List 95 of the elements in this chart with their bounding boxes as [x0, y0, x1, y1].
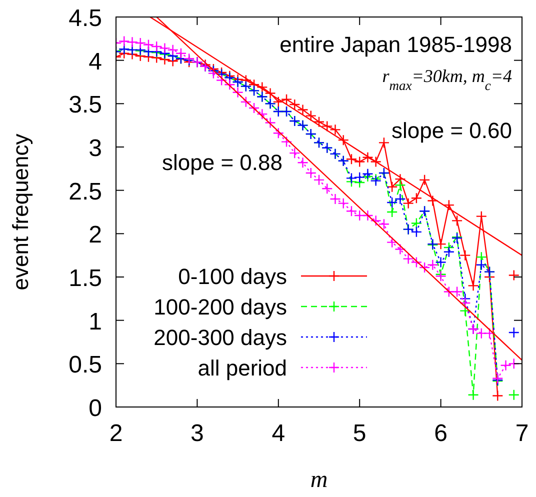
legend-label: 100-200 days — [154, 294, 287, 320]
point — [346, 154, 358, 165]
y-tick-label: 3.5 — [68, 92, 102, 119]
point — [118, 36, 130, 47]
point — [264, 88, 276, 99]
point — [305, 110, 316, 122]
x-axis-title: m — [310, 467, 328, 493]
point — [451, 215, 463, 226]
point — [126, 36, 138, 48]
point — [330, 124, 341, 136]
point — [289, 147, 300, 159]
y-tick-label: 0 — [88, 395, 102, 422]
point — [476, 251, 487, 263]
point — [272, 96, 284, 108]
point — [378, 137, 390, 148]
point — [508, 389, 520, 400]
point — [394, 193, 406, 205]
point — [232, 86, 244, 98]
point — [208, 68, 220, 79]
legend-label: 200-300 days — [154, 325, 287, 350]
point — [476, 259, 487, 270]
x-tick-label: 3 — [190, 420, 204, 447]
point — [460, 250, 471, 261]
point — [354, 172, 366, 183]
point — [500, 360, 512, 371]
y-tick-label: 4 — [88, 48, 102, 76]
y-tick-label: 2.5 — [68, 178, 102, 206]
point — [492, 390, 504, 402]
point — [386, 181, 398, 192]
annotation: r$_{max}$=30km, m$_{c}$=4 — [382, 66, 512, 92]
point — [443, 286, 455, 298]
point — [508, 326, 520, 338]
point — [394, 180, 406, 191]
point — [410, 218, 422, 229]
legend-label: 0-100 days — [178, 264, 287, 289]
point — [484, 328, 496, 339]
point — [460, 297, 471, 309]
point — [451, 286, 463, 298]
point — [386, 236, 398, 248]
point — [468, 389, 479, 400]
x-tick-label: 5 — [352, 420, 366, 447]
point — [256, 108, 268, 120]
point — [402, 253, 414, 264]
point — [427, 195, 438, 206]
point — [443, 246, 455, 258]
point — [297, 157, 308, 168]
point — [159, 42, 170, 54]
point — [508, 270, 520, 281]
point — [248, 102, 260, 114]
point — [322, 183, 333, 194]
point — [264, 117, 276, 128]
annotation: slope = 0.88 — [162, 150, 282, 175]
point — [305, 167, 316, 179]
y-tick-label: 1.5 — [68, 265, 102, 292]
point — [410, 192, 422, 204]
point — [151, 40, 162, 52]
point — [134, 37, 146, 49]
point — [338, 134, 349, 146]
point — [313, 174, 325, 186]
point — [346, 172, 358, 184]
point — [142, 39, 154, 50]
point — [410, 226, 422, 238]
point — [443, 199, 455, 211]
y-tick-label: 4.5 — [68, 5, 102, 32]
annotation: slope = 0.60 — [392, 118, 512, 143]
annotation: entire Japan 1985-1998 — [280, 32, 512, 57]
point — [354, 156, 366, 168]
y-tick-label: 3 — [88, 135, 102, 162]
point — [427, 259, 438, 270]
point — [476, 210, 487, 222]
y-tick-label: 0.5 — [68, 352, 102, 379]
x-tick-label: 7 — [515, 420, 529, 447]
x-tick-label: 2 — [109, 420, 123, 447]
x-tick-label: 6 — [434, 420, 448, 447]
point — [386, 206, 398, 218]
point — [508, 358, 520, 370]
point — [256, 82, 268, 93]
point — [394, 244, 406, 255]
y-tick-label: 1 — [88, 308, 102, 336]
x-tick-label: 4 — [272, 420, 286, 447]
y-tick-label: 2 — [88, 222, 102, 249]
point — [435, 256, 446, 268]
point — [402, 198, 414, 209]
point — [240, 96, 252, 108]
point — [362, 168, 374, 180]
legend-label: all period — [198, 356, 287, 380]
point — [468, 280, 479, 292]
y-axis-title: event frequency — [8, 134, 33, 290]
point — [418, 174, 430, 186]
point — [167, 44, 178, 56]
point — [386, 196, 398, 208]
point — [272, 128, 284, 139]
point — [378, 218, 390, 230]
point — [460, 305, 471, 316]
point — [280, 136, 292, 148]
